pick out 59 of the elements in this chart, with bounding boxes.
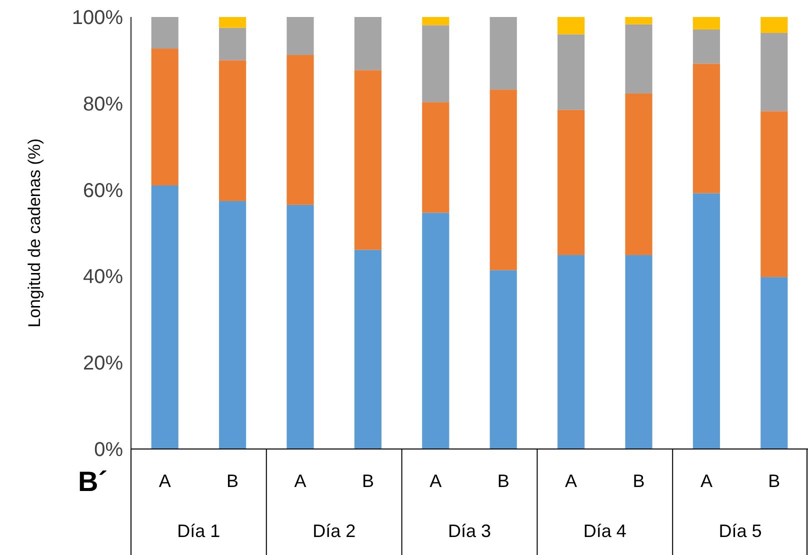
bar: [625, 24, 652, 94]
text: Día 4: [583, 521, 626, 541]
bar: [692, 64, 720, 194]
x-tick-label: B: [632, 471, 645, 491]
x-tick-label: A: [565, 471, 578, 491]
bar: [354, 70, 382, 250]
bar: [151, 48, 178, 186]
bar: [422, 212, 450, 449]
bar: [625, 93, 652, 256]
x-tick-label: B: [497, 471, 510, 491]
bar: [219, 60, 246, 202]
bar: [760, 17, 788, 33]
bar: [490, 17, 517, 90]
bar: [558, 17, 585, 34]
bar: [422, 17, 450, 26]
bar: [286, 17, 314, 56]
text: Día 1: [177, 521, 220, 541]
bar: [286, 204, 314, 449]
x-tick-label: B: [226, 471, 239, 491]
y-tick-label: 0%: [94, 439, 124, 461]
bar: [422, 25, 450, 102]
bar: [219, 28, 246, 60]
bar: [558, 34, 585, 110]
text: Día 5: [718, 521, 762, 541]
x-tick-label: A: [294, 471, 306, 491]
bar: [219, 201, 246, 449]
bar: [558, 255, 585, 449]
text: Día 2: [312, 521, 356, 541]
bar: [692, 193, 720, 449]
y-tick-label: 100%: [72, 7, 124, 29]
bar: [286, 55, 314, 205]
y-tick-label: 40%: [82, 266, 124, 288]
x-tick-label: A: [430, 471, 442, 491]
bar: [692, 17, 720, 30]
bar: [760, 277, 788, 449]
bar: [760, 32, 788, 112]
y-tick-label: 60%: [82, 180, 124, 202]
bar: [490, 270, 517, 449]
bar: [151, 185, 178, 449]
text: Día 3: [448, 521, 492, 541]
x-tick-label: A: [700, 471, 712, 491]
bar: [354, 17, 382, 70]
x-tick-label: A: [158, 471, 171, 491]
bar: [558, 110, 585, 256]
bar: [760, 111, 788, 278]
bar: [625, 17, 652, 24]
x-tick-label: B: [362, 471, 374, 491]
bar: [490, 90, 517, 270]
x-tick-label: B: [768, 471, 780, 491]
bar: [151, 17, 178, 49]
bar: [692, 30, 720, 64]
y-axis-title: Longitud de cadenas (%): [25, 138, 44, 328]
bar: [625, 255, 652, 449]
text: B´: [78, 466, 108, 497]
y-tick-label: 20%: [82, 352, 124, 375]
y-tick-label: 80%: [82, 93, 124, 116]
bar: [219, 17, 246, 28]
bar: [422, 102, 450, 213]
bar: [354, 250, 382, 449]
